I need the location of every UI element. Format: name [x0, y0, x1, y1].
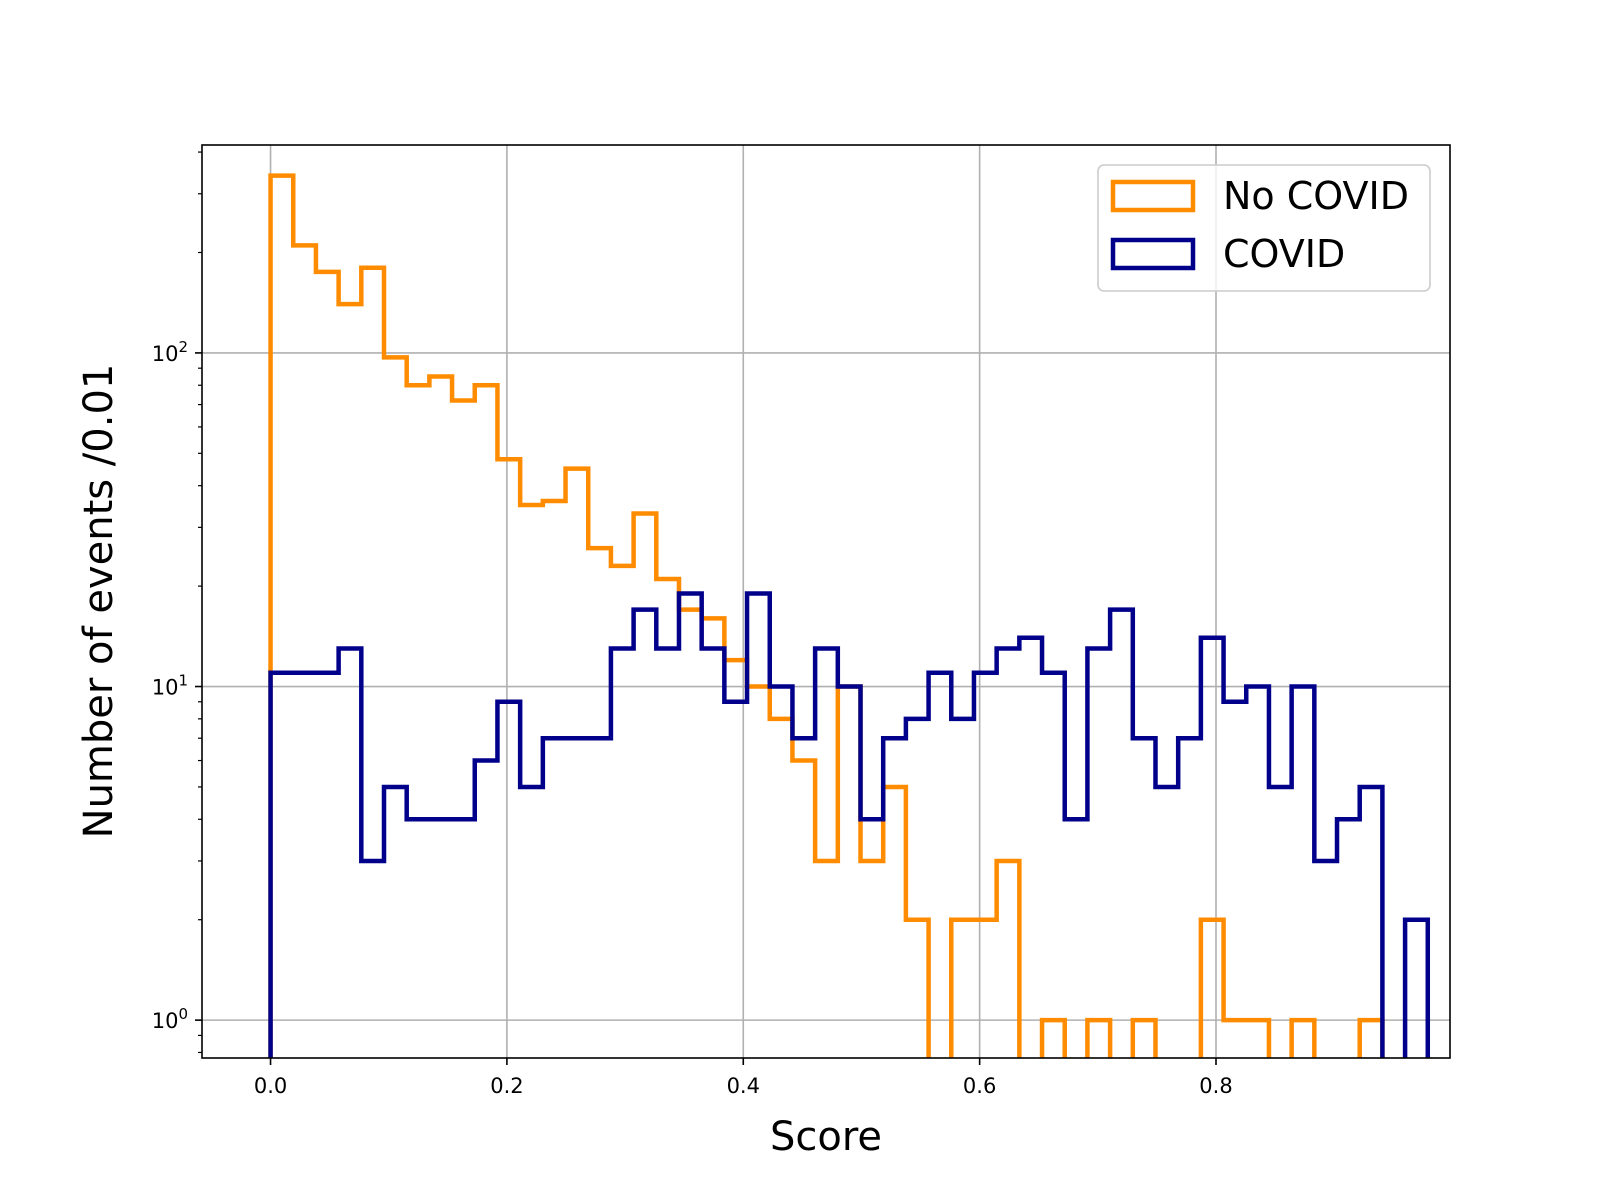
legend: No COVID COVID — [1097, 164, 1431, 292]
series-step-covid — [268, 591, 1431, 1058]
x-axis-label: Score — [770, 1114, 882, 1160]
legend-swatch-covid — [1110, 237, 1196, 271]
plot-frame — [201, 144, 1451, 1059]
x-tick-label: 0.0 — [254, 1074, 287, 1098]
x-tick-label: 0.2 — [490, 1074, 523, 1098]
legend-swatch-no-covid — [1110, 179, 1196, 213]
y-axis-label: Number of events /0.01 — [76, 364, 122, 839]
x-axis-ticks: 0.0 0.2 0.4 0.6 0.8 — [254, 1058, 1233, 1098]
histogram-series — [268, 173, 1431, 1058]
y-tick-label: 100 — [152, 1005, 188, 1033]
legend-label-no-covid: No COVID — [1223, 174, 1409, 218]
x-tick-label: 0.6 — [963, 1074, 996, 1098]
y-tick-label: 101 — [152, 672, 188, 700]
legend-label-covid: COVID — [1223, 232, 1345, 276]
y-axis-ticks: 100 101 102 — [152, 151, 202, 1054]
x-tick-label: 0.4 — [727, 1074, 760, 1098]
legend-box — [1097, 164, 1431, 292]
y-tick-label: 102 — [152, 338, 188, 366]
x-tick-label: 0.8 — [1199, 1074, 1232, 1098]
